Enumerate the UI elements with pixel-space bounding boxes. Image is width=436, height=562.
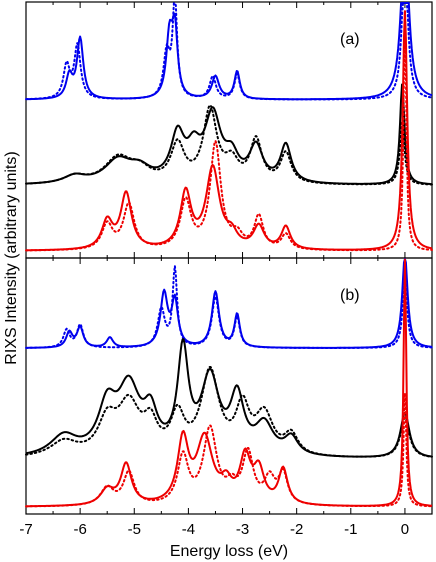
series-red-dotted-line [25,10,433,252]
panel-b-frame [25,257,433,515]
x-tick-labels: -7 -6 -5 -4 -3 -2 -1 0 [19,521,409,538]
x-tick-label: -5 [128,521,141,538]
series-red-solid-line [25,10,433,252]
series-black-dotted-line [25,104,433,186]
series-blue-dotted-line [25,264,433,349]
x-tick-label: -1 [344,521,357,538]
x-tick-label: -2 [290,521,303,538]
panel-a-frame [25,1,433,259]
panel-b: (b) [25,257,433,515]
panel-b-curves [25,258,433,508]
x-tick-label: -4 [182,521,195,538]
panel-a-ticks [25,2,433,258]
series-black-solid-line [25,338,433,458]
y-axis-label: RIXS Intensity (arbitrary units) [3,151,20,364]
x-tick-label: -6 [73,521,86,538]
panel-a-label: (a) [340,31,360,48]
x-tick-label: -3 [236,521,249,538]
series-red-dotted-line [25,392,433,508]
x-tick-label: -7 [19,521,32,538]
series-blue-dotted-line [25,2,433,101]
series-red-solid-line [25,258,433,508]
panel-b-label: (b) [340,287,360,304]
series-blue-solid-line [25,258,433,349]
panel-a-curves [25,2,433,252]
series-black-solid-line [25,83,433,186]
x-axis-label: Energy loss (eV) [170,543,288,560]
x-tick-label: 0 [401,521,409,538]
series-black-dotted-line [25,365,433,458]
panel-a: (a) [25,1,433,259]
series-blue-solid-line [25,2,433,101]
